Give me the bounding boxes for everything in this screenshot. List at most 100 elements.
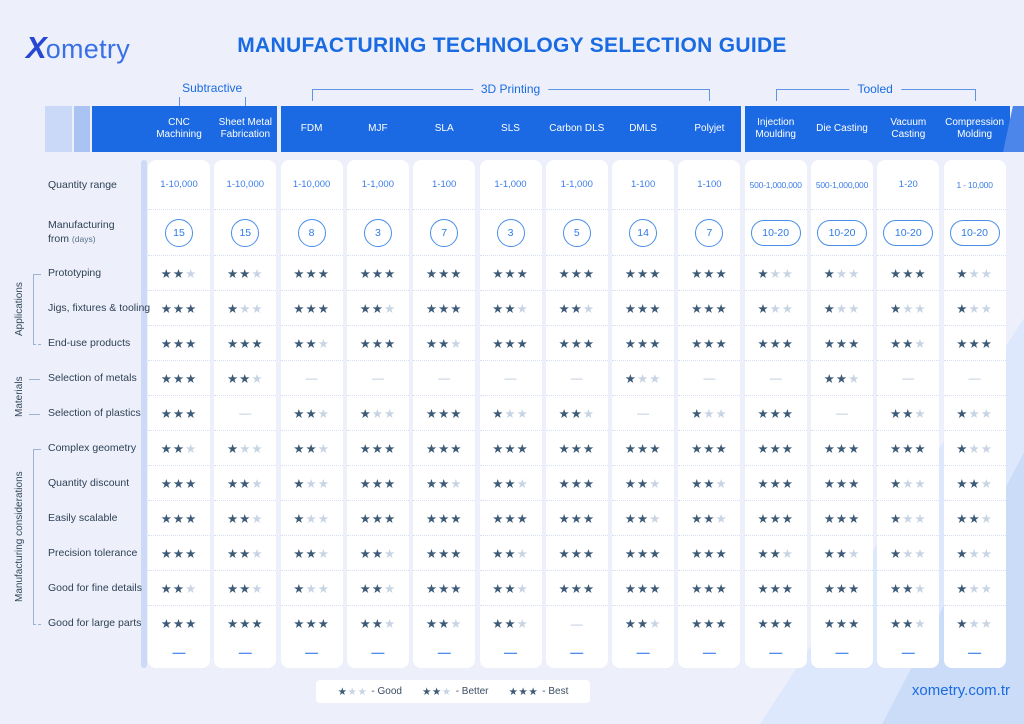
quantity-range-value: 1-100 [413, 160, 476, 210]
star-empty-icon: ★ [516, 617, 529, 631]
star-filled-icon: ★★★ [558, 476, 596, 491]
star-filled-icon: ★★★ [293, 617, 330, 631]
star-rating-cell: ★★★ [943, 291, 1006, 326]
days-badge: 7 [695, 218, 724, 247]
star-filled-icon: ★ [956, 266, 969, 281]
star-filled-icon: ★★ [691, 511, 716, 526]
header-bar-segment [744, 106, 1010, 152]
star-rating-cell: ★★★ [214, 256, 277, 291]
star-rating-cell: ★★★ [877, 326, 940, 361]
group-label: Tooled [849, 82, 901, 96]
star-rating-cell: ★★★ [612, 361, 675, 396]
star-empty-icon: ★ [317, 336, 330, 351]
row-group-bracket-tick [33, 343, 41, 346]
star-filled-icon: ★★ [691, 476, 716, 491]
star-filled-icon: ★★★ [425, 406, 463, 421]
star-rating-cell: ★★★ [280, 326, 343, 361]
star-filled-icon: ★★★ [691, 301, 728, 316]
star-rating-cell: ★★★ [346, 291, 409, 326]
star-filled-icon: ★ [956, 406, 969, 421]
column-header: Injection Moulding [755, 116, 796, 141]
star-filled-icon: ★★ [823, 371, 849, 386]
star-rating-cell: ★★★ [811, 466, 873, 501]
star-empty-icon: ★★ [968, 581, 993, 596]
star-empty-icon: ★ [914, 581, 927, 596]
legend-star-icons: ★★★ [422, 686, 452, 698]
column-header: Sheet Metal Fabrication [218, 116, 272, 141]
star-rating-cell: ★★★ [413, 256, 476, 291]
star-rating-cell: — [479, 361, 542, 396]
star-empty-icon: ★★ [968, 617, 993, 631]
star-filled-icon: ★ [823, 301, 836, 316]
quantity-range-value: 1 - 10,000 [943, 160, 1006, 210]
row-group-label: Materials [14, 375, 25, 417]
column-card: 500-1,000,000 10-20 ★ ★★ ★ ★★ ★★★ — ★★★ ★★★ ★★★ ★★★… [744, 160, 807, 668]
star-rating-cell: ★★★ [280, 431, 343, 466]
star-filled-icon: ★★★ [160, 336, 198, 351]
star-filled-icon: ★★★ [823, 336, 861, 351]
column-card: 1-100 14 ★★★ ★★★ ★★★ ★ ★★ — ★★★ ★★ ★ ★★ ★ ★★★ ★★★ ★★ ★ — [612, 160, 675, 668]
star-filled-icon: ★★ [421, 685, 442, 698]
star-empty-icon: ★ [582, 406, 596, 421]
star-rating-cell: ★★★ [280, 256, 343, 291]
star-rating-cell: ★★★ [413, 606, 475, 641]
group-bracket-tick [311, 89, 313, 101]
star-filled-icon: ★★★ [359, 441, 397, 456]
not-applicable-dash-icon: — [769, 371, 782, 385]
star-filled-icon: ★★ [226, 546, 252, 561]
star-rating-cell: ★★★ [744, 571, 807, 606]
row-label: End-use products [48, 337, 131, 349]
star-filled-icon: ★★ [624, 617, 650, 631]
star-rating-cell: ★★★ [811, 536, 873, 571]
star-rating-cell: ★★★ [346, 466, 409, 501]
star-empty-icon: ★ [914, 617, 927, 631]
star-filled-icon: ★★★ [624, 441, 662, 456]
star-filled-icon: ★★ [359, 301, 384, 316]
manufacturing-days-cell: 3 [479, 210, 542, 256]
manufacturing-days-cell: 14 [612, 210, 675, 256]
days-badge: 3 [363, 218, 392, 247]
star-filled-icon: ★ [359, 406, 372, 421]
star-filled-icon: ★★★ [160, 371, 198, 386]
star-rating-cell: ★★★ [214, 571, 277, 606]
star-rating-cell: ★★★ [148, 431, 210, 466]
row-group-bracket [33, 448, 34, 624]
star-filled-icon: ★ [889, 301, 903, 316]
column-header: FDM [300, 122, 323, 134]
star-rating-cell: ★★★ [545, 291, 608, 326]
star-empty-icon: ★ [441, 685, 452, 698]
star-rating-cell: ★★★ [214, 501, 277, 536]
star-filled-icon: ★★★ [425, 266, 463, 281]
star-rating-cell: ★★★ [545, 396, 608, 431]
star-filled-icon: ★★ [492, 546, 517, 561]
star-rating-cell: ★★★ [877, 256, 940, 291]
quantity-range-value: 1-1,000 [346, 160, 409, 210]
star-filled-icon: ★ [956, 617, 969, 631]
star-rating-cell: ★★★ [612, 326, 675, 361]
star-rating-cell: — [744, 361, 807, 396]
star-rating-cell: ★★★ [943, 536, 1006, 571]
quantity-range-value: 500-1,000,000 [744, 160, 807, 210]
star-empty-icon: ★ [317, 441, 330, 456]
star-rating-cell: ★★★ [214, 536, 277, 571]
star-empty-icon: ★ [383, 546, 397, 561]
star-rating-cell: ★★★ [545, 571, 608, 606]
not-applicable-dash-icon: — [371, 371, 384, 385]
star-filled-icon: ★★★ [226, 336, 264, 351]
star-filled-icon: ★ [492, 406, 505, 421]
row-label-quantity-range: Quantity range [48, 179, 117, 191]
column-card: 500-1,000,000 10-20 ★ ★★ ★ ★★ ★★★ ★★ ★ — ★★★ ★★★ ★★★… [811, 160, 873, 668]
star-rating-cell: ★★★ [479, 571, 542, 606]
column-header: SLS [501, 122, 520, 134]
star-rating-cell: ★★★ [148, 256, 210, 291]
legend-item: ★★★ - Better [422, 686, 489, 698]
days-badge: 15 [231, 218, 260, 247]
website-link[interactable]: xometry.com.tr [911, 682, 1010, 699]
star-filled-icon: ★ [889, 546, 903, 561]
star-filled-icon: ★★ [293, 441, 318, 456]
star-empty-icon: ★ [251, 581, 264, 596]
star-filled-icon: ★★★ [558, 336, 596, 351]
star-filled-icon: ★★★ [160, 406, 198, 421]
star-filled-icon: ★★ [492, 476, 517, 491]
star-filled-icon: ★★★ [624, 336, 662, 351]
